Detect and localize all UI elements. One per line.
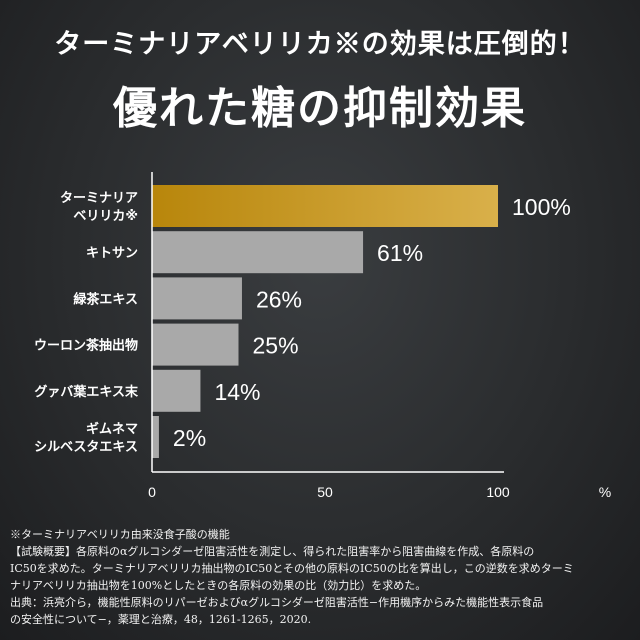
bar <box>152 416 159 458</box>
page-title: 優れた糖の抑制効果 <box>113 83 527 134</box>
bar <box>152 185 498 227</box>
category-label: ウーロン茶抽出物 <box>34 338 138 354</box>
x-tick-label: 0 <box>148 484 156 500</box>
bar-chart: 100% ターミナリアベリリカ※ 61% キトサン 26% 緑茶エキス 25% ウーロン茶抽出… <box>34 172 611 500</box>
category-label: 緑茶エキス <box>73 291 138 307</box>
data-label: 26% <box>256 286 302 312</box>
footnote-line: 【試験概要】各原料のαグルコシダーゼ阻害活性を測定し、得られた阻害率から阻害曲線… <box>10 545 535 558</box>
category-label: ベリリカ※ <box>73 209 138 224</box>
x-tick-label: 100 <box>486 484 510 500</box>
bar <box>152 231 364 274</box>
category-label: グァバ葉エキス末 <box>34 384 139 400</box>
bar <box>152 277 242 320</box>
data-label: 25% <box>253 333 299 359</box>
footnote-line: の安全性について−，薬理と治療，48，1261-1265，2020. <box>10 613 312 626</box>
bar <box>152 323 239 366</box>
x-unit-label: % <box>599 484 611 500</box>
footnote-line: 出典：浜亮介ら，機能性原料のリパーゼおよびαグルコシダーゼ阻害活性−作用機序から… <box>10 596 544 609</box>
category-label: シルベスタエキス <box>34 440 138 455</box>
data-label: 100% <box>512 194 571 220</box>
category-label: ギムネマ <box>86 421 138 437</box>
category-label: キトサン <box>86 246 138 261</box>
data-label: 14% <box>214 379 260 405</box>
data-label: 2% <box>173 425 206 451</box>
footnote-line: IC50を求めた。ターミナリアベリリカ抽出物のIC50とその他の原料のIC50の… <box>10 562 574 575</box>
footnotes: ※ターミナリアベリリカ由来没食子酸の機能 【試験概要】各原料のαグルコシダーゼ阻… <box>10 526 635 628</box>
category-label: ターミナリア <box>60 191 138 206</box>
data-label: 61% <box>377 240 423 266</box>
footnote-line: ※ターミナリアベリリカ由来没食子酸の機能 <box>10 528 230 541</box>
footnote-line: ナリアベリリカ抽出物を100%としたときの各原料の効果の比（効力比）を求めた。 <box>10 579 427 592</box>
bar <box>152 369 201 412</box>
x-tick-label: 50 <box>317 484 333 500</box>
subtitle: ターミナリアベリリカ※の効果は圧倒的！ <box>54 29 586 60</box>
